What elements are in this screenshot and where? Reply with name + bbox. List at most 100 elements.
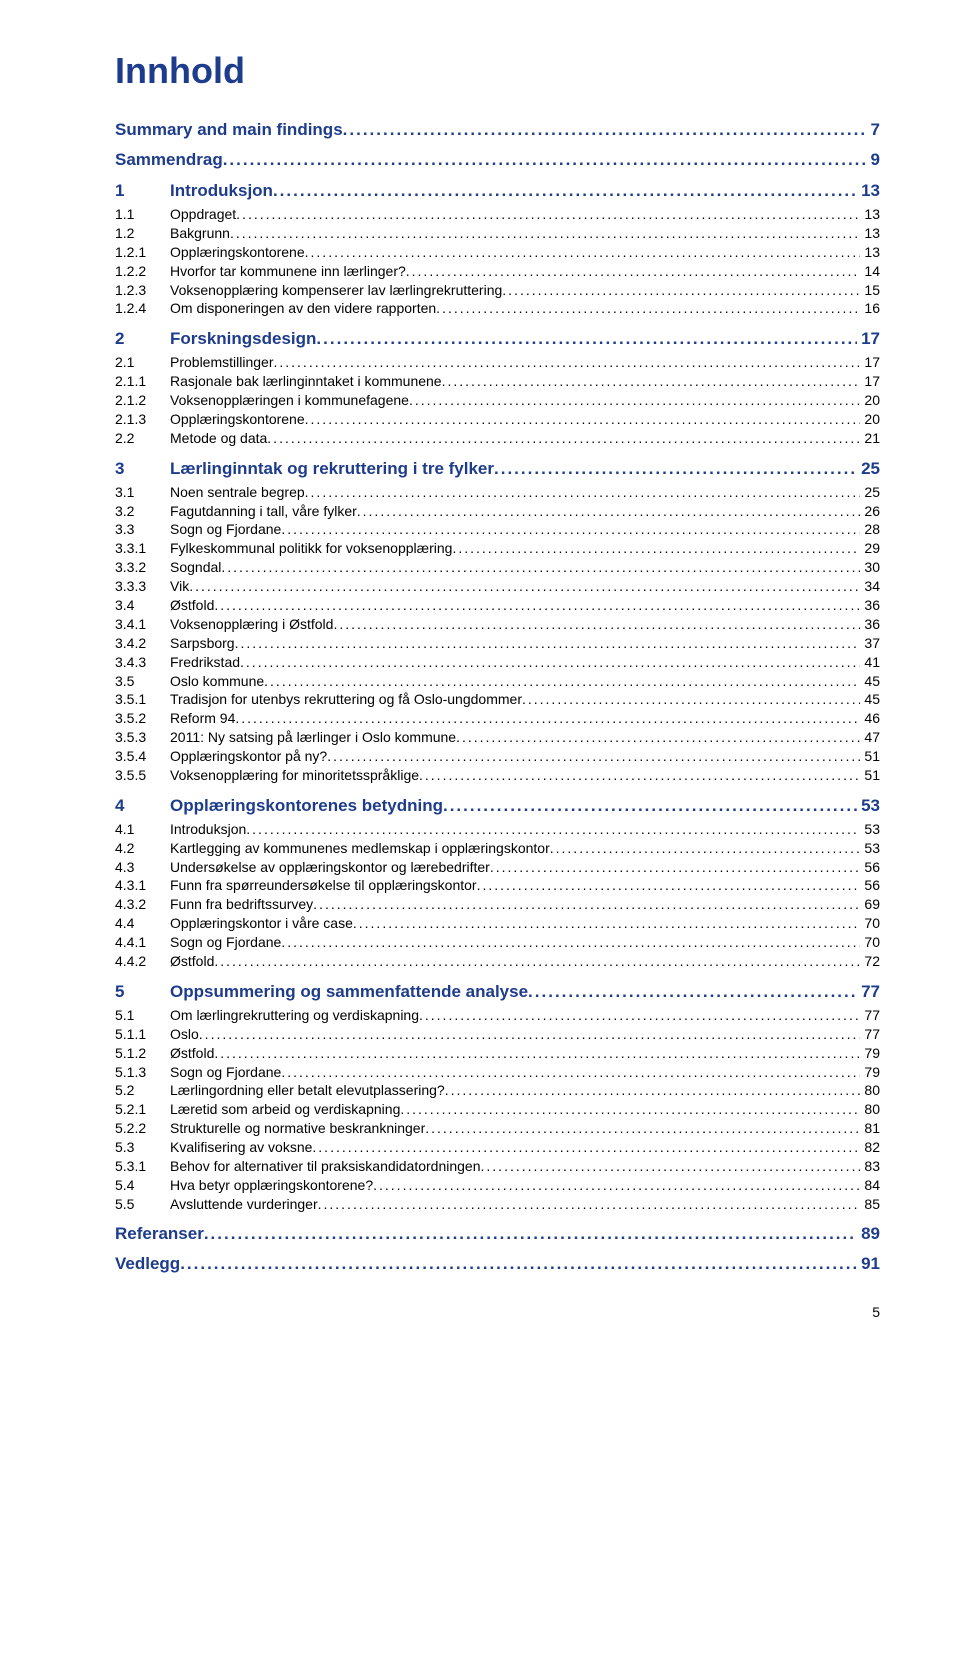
toc-entry: 3.1Noen sentrale begrep25 (115, 483, 880, 502)
page-title: Innhold (115, 50, 880, 92)
toc-leader-dots (343, 120, 867, 140)
toc-number: 5.2 (115, 1081, 170, 1100)
toc-entry: 3.5.32011: Ny satsing på lærlinger i Osl… (115, 728, 880, 747)
toc-leader-dots (494, 458, 857, 481)
toc-leader-dots (236, 205, 860, 224)
toc-entry: 1Introduksjon13 (115, 180, 880, 203)
toc-entry: 3.4.1Voksenopplæring i Østfold36 (115, 615, 880, 634)
toc-page-number: 9 (867, 150, 880, 170)
toc-label: Behov for alternativer til praksiskandid… (170, 1157, 481, 1176)
toc-page-number: 20 (860, 410, 880, 429)
toc-leader-dots (281, 520, 860, 539)
toc-entry: Referanser89 (115, 1224, 880, 1244)
toc-entry: 2.1.1Rasjonale bak lærlinginntaket i kom… (115, 372, 880, 391)
toc-leader-dots (305, 243, 861, 262)
toc-entry: 5.1.3Sogn og Fjordane79 (115, 1063, 880, 1082)
toc-number: 5.1.1 (115, 1025, 170, 1044)
toc-leader-dots (305, 483, 861, 502)
toc-leader-dots (400, 1100, 860, 1119)
toc-label: Summary and main findings (115, 120, 343, 140)
toc-number: 3.2 (115, 502, 170, 521)
toc-label: Sammendrag (115, 150, 223, 170)
toc-leader-dots (221, 558, 860, 577)
toc-entry: 4.4.2Østfold72 (115, 952, 880, 971)
toc-leader-dots (550, 839, 861, 858)
toc-number: 4.3 (115, 858, 170, 877)
toc-label: Avsluttende vurderinger (170, 1195, 318, 1214)
toc-leader-dots (281, 1063, 860, 1082)
toc-number: 2.1.1 (115, 372, 170, 391)
toc-label: Voksenopplæring i Østfold (170, 615, 333, 634)
toc-number: 4 (115, 795, 170, 818)
toc-leader-dots (406, 262, 861, 281)
toc-label: Voksenopplæring for minoritetsspråklige (170, 766, 419, 785)
toc-number: 5.1 (115, 1006, 170, 1025)
toc-number: 3.5.5 (115, 766, 170, 785)
toc-label: Oppsummering og sammenfattende analyse (170, 981, 528, 1004)
toc-page-number: 53 (860, 820, 880, 839)
toc-label: Lærlinginntak og rekruttering i tre fylk… (170, 458, 494, 481)
toc-number: 5.1.2 (115, 1044, 170, 1063)
toc-entry: 3.3Sogn og Fjordane28 (115, 520, 880, 539)
toc-page-number: 80 (860, 1081, 880, 1100)
toc-leader-dots (452, 539, 860, 558)
toc-page-number: 70 (860, 914, 880, 933)
toc-label: Sogndal (170, 558, 221, 577)
toc-page-number: 91 (857, 1254, 880, 1274)
toc-leader-dots (456, 728, 860, 747)
toc-number: 2 (115, 328, 170, 351)
toc-number: 1.2 (115, 224, 170, 243)
toc-label: Vedlegg (115, 1254, 180, 1274)
toc-leader-dots (204, 1224, 857, 1244)
toc-label: Hva betyr opplæringskontorene? (170, 1176, 373, 1195)
toc-entry: 4.4Opplæringskontor i våre case70 (115, 914, 880, 933)
toc-label: Om lærlingrekruttering og verdiskapning (170, 1006, 419, 1025)
toc-page-number: 77 (860, 1025, 880, 1044)
toc-number: 2.1 (115, 353, 170, 372)
toc-number: 4.4 (115, 914, 170, 933)
toc-label: Sogn og Fjordane (170, 1063, 281, 1082)
toc-number: 1.2.2 (115, 262, 170, 281)
toc-page-number: 77 (860, 1006, 880, 1025)
toc-label: Hvorfor tar kommunene inn lærlinger? (170, 262, 406, 281)
toc-label: Bakgrunn (170, 224, 230, 243)
toc-label: Sogn og Fjordane (170, 933, 281, 952)
toc-page-number: 70 (860, 933, 880, 952)
toc-label: Opplæringskontorene (170, 243, 305, 262)
toc-page-number: 56 (860, 876, 880, 895)
toc-number: 5.3.1 (115, 1157, 170, 1176)
toc-leader-dots (419, 766, 860, 785)
toc-entry: 4.3.2Funn fra bedriftssurvey69 (115, 895, 880, 914)
toc-page-number: 28 (860, 520, 880, 539)
toc-entry: 4.4.1Sogn og Fjordane70 (115, 933, 880, 952)
toc-number: 1.1 (115, 205, 170, 224)
toc-entry: 1.1Oppdraget13 (115, 205, 880, 224)
toc-page-number: 7 (867, 120, 880, 140)
toc-leader-dots (373, 1176, 860, 1195)
toc-page-number: 56 (860, 858, 880, 877)
toc-leader-dots (445, 1081, 861, 1100)
toc-entry: 3.3.3Vik34 (115, 577, 880, 596)
toc-entry: 2.2Metode og data21 (115, 429, 880, 448)
toc-label: Oslo kommune (170, 672, 264, 691)
toc-label: Forskningsdesign (170, 328, 316, 351)
toc-label: Reform 94 (170, 709, 235, 728)
toc-number: 3.4.3 (115, 653, 170, 672)
toc-entry: 1.2.3Voksenopplæring kompenserer lav lær… (115, 281, 880, 300)
toc-label: Sarpsborg (170, 634, 235, 653)
toc-number: 5.4 (115, 1176, 170, 1195)
toc-leader-dots (316, 328, 857, 351)
toc-leader-dots (230, 224, 860, 243)
toc-entry: Vedlegg 91 (115, 1254, 880, 1274)
toc-leader-dots (235, 634, 861, 653)
toc-number: 3.1 (115, 483, 170, 502)
page-number: 5 (115, 1304, 880, 1320)
toc-label: Fagutdanning i tall, våre fylker (170, 502, 357, 521)
toc-entry: 5.2.1Læretid som arbeid og verdiskapning… (115, 1100, 880, 1119)
toc-label: Rasjonale bak lærlinginntaket i kommunen… (170, 372, 442, 391)
toc-page-number: 77 (857, 981, 880, 1004)
toc-leader-dots (264, 672, 860, 691)
toc-number: 5.3 (115, 1138, 170, 1157)
toc-label: Metode og data (170, 429, 267, 448)
toc-page-number: 83 (860, 1157, 880, 1176)
